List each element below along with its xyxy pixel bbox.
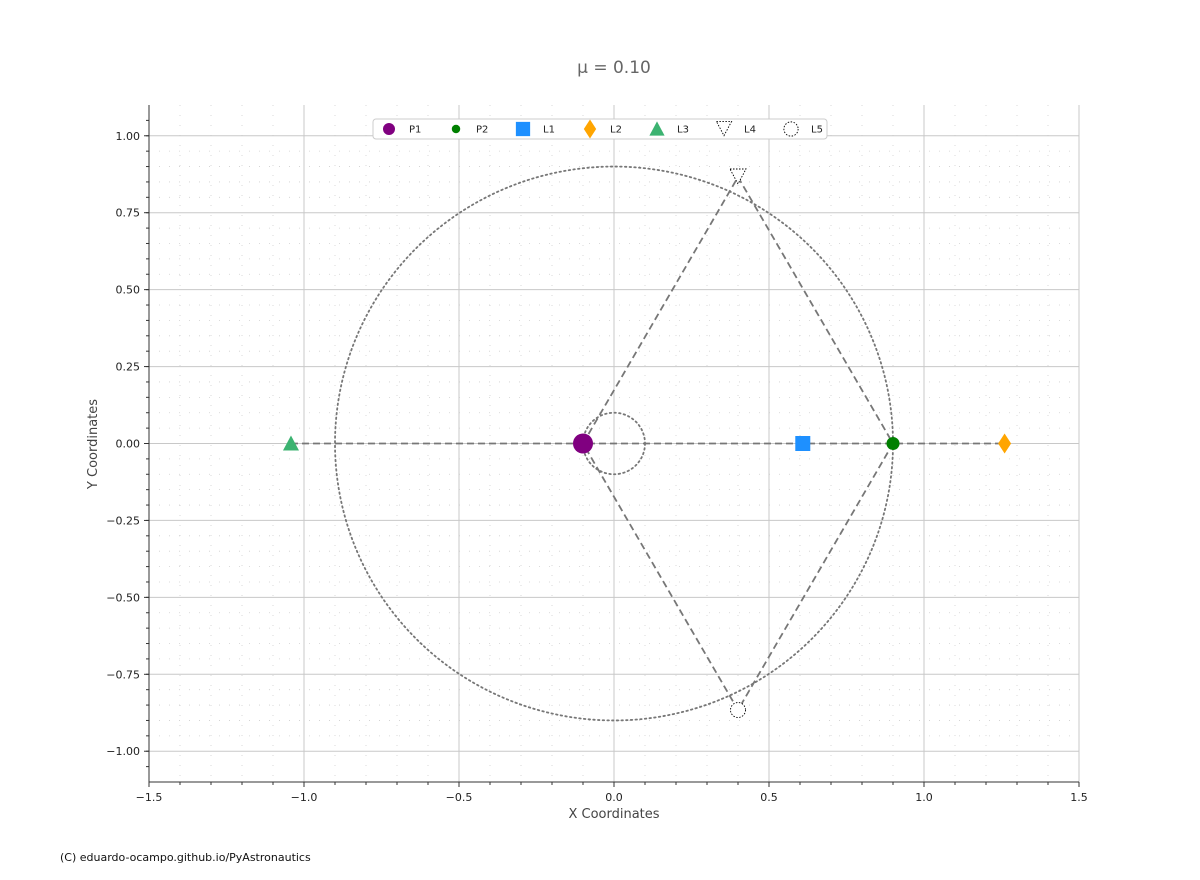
- legend: P1 P2 L1 L2 L3 L4 L5: [372, 118, 828, 140]
- y-tick-label: 0.00: [116, 438, 141, 451]
- credit-text: (C) eduardo-ocampo.github.io/PyAstronaut…: [60, 851, 311, 864]
- y-axis-title: Y Coordinates: [86, 399, 101, 490]
- axes-layer: −1.5 −1.0 −0.5 0.0 0.5 1.0 1.5 1.00 0.75 0.50 0.25…: [106, 105, 1088, 804]
- legend-box: [372, 118, 828, 140]
- x-tick-label: −0.5: [446, 791, 473, 804]
- legend-label-l4: L4: [744, 125, 756, 136]
- x-tick-label: 0.0: [605, 791, 623, 804]
- legend-label-l2: L2: [610, 125, 622, 136]
- legend-marker-l3: [649, 121, 665, 136]
- x-tick-label: 1.5: [1070, 791, 1088, 804]
- legend-label-p1: P1: [409, 125, 421, 136]
- legend-marker-l1: [515, 121, 531, 137]
- point-l5: [730, 702, 746, 718]
- point-p2: [886, 437, 900, 450]
- x-tick-label: 0.5: [760, 791, 778, 804]
- legend-marker-l4: [715, 120, 733, 137]
- point-l4: [729, 168, 747, 185]
- legend-label-l3: L3: [677, 125, 689, 136]
- point-l2: [998, 433, 1012, 454]
- point-l1: [795, 436, 811, 451]
- legend-label-p2: P2: [476, 125, 488, 136]
- y-tick-label: 0.75: [116, 207, 141, 220]
- legend-marker-p2: [451, 124, 461, 134]
- y-tick-label: −1.00: [106, 745, 140, 758]
- y-tick-label: −0.75: [106, 668, 140, 681]
- y-tick-label: 1.00: [116, 130, 141, 143]
- legend-marker-p1: [383, 123, 395, 135]
- legend-label-l1: L1: [543, 125, 555, 136]
- point-layer: [282, 168, 1012, 718]
- point-p1: [573, 433, 593, 454]
- x-tick-label: −1.0: [291, 791, 318, 804]
- y-tick-label: 0.25: [116, 361, 141, 374]
- y-tick-label: −0.25: [106, 514, 140, 527]
- legend-label-l5: L5: [811, 125, 823, 136]
- x-tick-label: −1.5: [136, 791, 163, 804]
- y-tick-label: −0.50: [106, 591, 140, 604]
- y-tick-label: 0.50: [116, 284, 141, 297]
- x-axis-title: X Coordinates: [568, 807, 659, 822]
- point-l3: [282, 435, 299, 451]
- legend-marker-l2: [583, 119, 597, 139]
- chart-title: μ = 0.10: [577, 58, 651, 78]
- legend-marker-l5: [783, 121, 799, 137]
- x-tick-label: 1.0: [915, 791, 933, 804]
